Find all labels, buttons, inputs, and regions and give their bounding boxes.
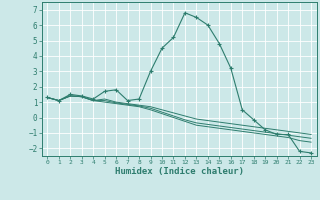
X-axis label: Humidex (Indice chaleur): Humidex (Indice chaleur) [115, 167, 244, 176]
